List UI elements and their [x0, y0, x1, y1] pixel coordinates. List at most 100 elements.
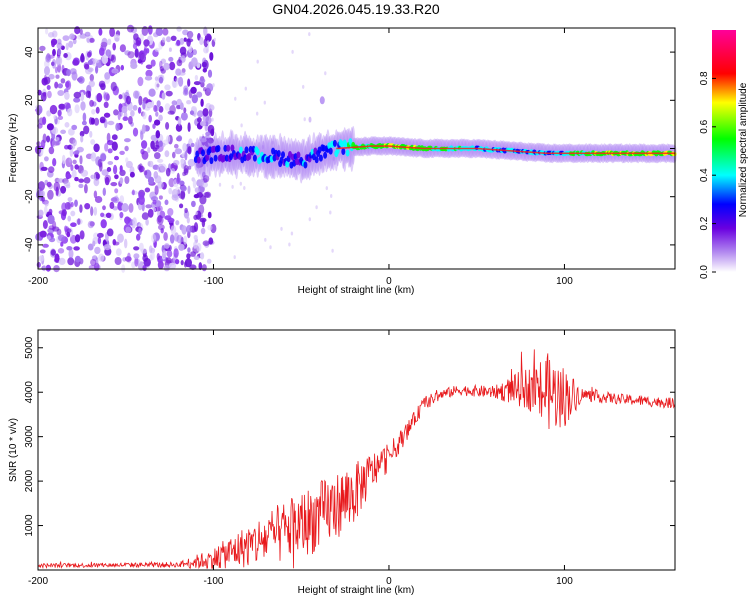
- noise-blob: [65, 42, 69, 51]
- noise-blob: [147, 176, 155, 185]
- track-cell: [252, 154, 257, 162]
- noise-blob: [97, 158, 103, 168]
- noise-blob: [115, 122, 120, 132]
- noise-blob: [106, 228, 114, 237]
- noise-blob: [67, 215, 71, 222]
- noise-blob: [141, 212, 149, 220]
- track-cell: [226, 144, 231, 152]
- noise-blob: [39, 249, 46, 254]
- noise-blob: [42, 220, 48, 229]
- noise-blob: [157, 215, 162, 223]
- noise-blob: [187, 158, 196, 167]
- track-cell: [196, 156, 201, 164]
- noise-blob: [154, 119, 161, 126]
- noise-blob: [94, 246, 101, 255]
- noise-blob: [147, 25, 153, 35]
- noise-blob: [205, 48, 209, 53]
- noise-blob: [165, 90, 173, 97]
- noise-blob: [308, 217, 311, 222]
- noise-blob: [42, 116, 47, 126]
- noise-blob: [36, 105, 43, 115]
- noise-blob: [93, 59, 100, 64]
- noise-blob: [180, 190, 186, 200]
- noise-blob: [110, 182, 118, 187]
- noise-blob: [162, 249, 167, 259]
- noise-blob: [189, 251, 196, 257]
- noise-blob: [60, 129, 66, 134]
- noise-blob: [187, 146, 192, 155]
- noise-blob: [74, 234, 81, 243]
- track-halo: [197, 135, 203, 175]
- noise-blob: [178, 71, 186, 76]
- noise-blob: [130, 62, 138, 69]
- track-cell: [244, 146, 249, 154]
- x-tick-label: 100: [556, 576, 573, 587]
- noise-blob: [103, 101, 109, 109]
- noise-blob: [193, 241, 197, 249]
- noise-blob: [183, 165, 189, 174]
- noise-blob: [180, 260, 184, 266]
- noise-blob: [154, 47, 160, 52]
- noise-blob: [124, 138, 131, 143]
- noise-blob: [71, 124, 78, 130]
- noise-blob: [157, 211, 161, 217]
- noise-blob: [291, 49, 294, 54]
- noise-blob: [114, 257, 122, 265]
- noise-blob: [48, 208, 53, 215]
- noise-blob: [141, 150, 149, 160]
- noise-blob: [77, 76, 85, 84]
- noise-blob: [208, 237, 214, 245]
- noise-blob: [207, 137, 214, 144]
- noise-blob: [325, 186, 328, 191]
- noise-blob: [174, 143, 179, 149]
- noise-blob: [140, 248, 148, 254]
- noise-blob: [155, 27, 163, 36]
- noise-blob: [256, 59, 259, 64]
- noise-blob: [163, 62, 170, 71]
- noise-blob: [153, 104, 158, 113]
- noise-blob: [125, 226, 132, 233]
- noise-blob: [303, 117, 306, 122]
- noise-blob: [48, 146, 55, 155]
- noise-blob: [186, 100, 192, 105]
- noise-blob: [98, 28, 103, 36]
- noise-blob: [128, 103, 134, 111]
- noise-blob: [194, 74, 199, 81]
- noise-blob: [65, 173, 72, 179]
- noise-blob: [79, 130, 85, 137]
- noise-blob: [93, 117, 100, 126]
- noise-blob: [177, 116, 182, 126]
- noise-blob: [66, 231, 71, 238]
- noise-blob: [111, 141, 118, 151]
- noise-blob: [137, 76, 144, 87]
- noise-blob: [112, 42, 116, 51]
- noise-blob: [106, 167, 112, 172]
- noise-blob: [198, 204, 205, 215]
- noise-blob: [218, 182, 222, 187]
- track-cell: [328, 147, 333, 155]
- noise-blob: [143, 170, 148, 176]
- noise-blob: [102, 205, 106, 211]
- noise-blob: [124, 145, 129, 152]
- noise-blob: [87, 59, 93, 65]
- noise-blob: [154, 185, 159, 196]
- noise-blob: [244, 86, 247, 91]
- track-halo: [220, 130, 225, 175]
- noise-blob: [46, 85, 51, 90]
- track-cell: [276, 150, 281, 157]
- track-halo: [207, 135, 213, 178]
- noise-blob: [199, 217, 207, 223]
- noise-blob: [119, 44, 126, 53]
- colorbar-tick-label: 0.8: [699, 71, 710, 85]
- noise-blob: [73, 91, 82, 99]
- noise-blob: [234, 96, 237, 101]
- noise-blob: [158, 76, 164, 84]
- track-cell: [318, 154, 323, 162]
- noise-blob: [105, 212, 112, 218]
- noise-blob: [207, 224, 213, 231]
- noise-blob: [122, 116, 129, 121]
- noise-blob: [169, 234, 175, 244]
- track-cell: [222, 154, 226, 162]
- noise-blob: [109, 201, 115, 209]
- noise-blob: [77, 218, 81, 226]
